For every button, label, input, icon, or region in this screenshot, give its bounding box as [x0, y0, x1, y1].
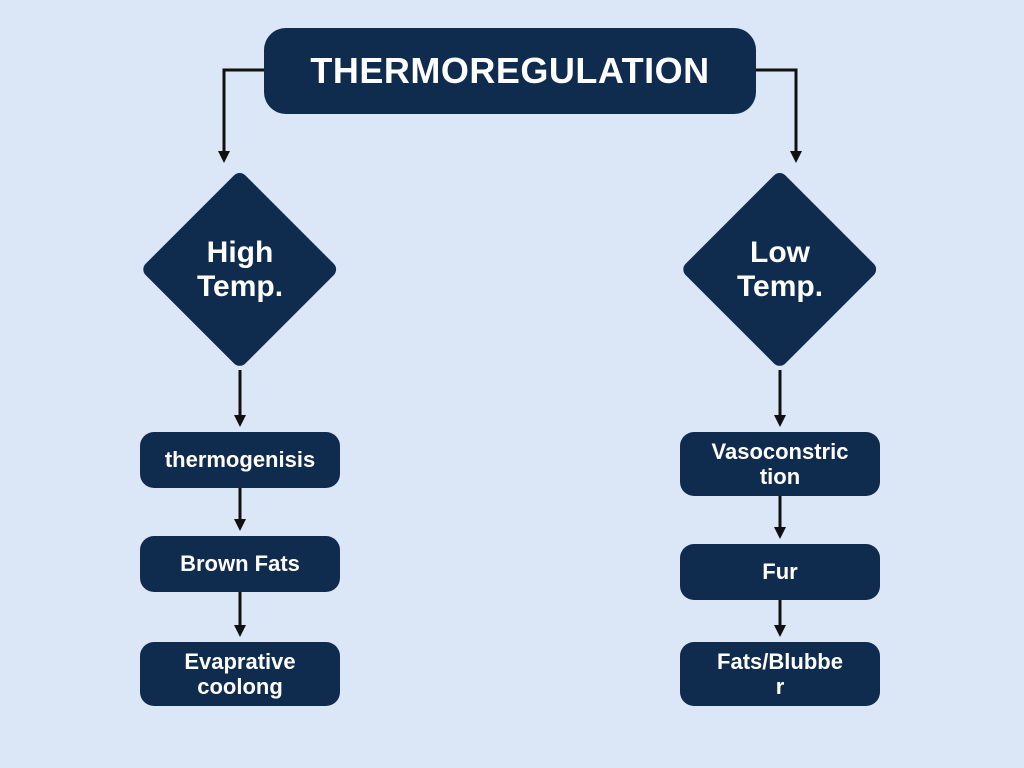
node-low-temp-text: LowTemp. — [737, 236, 823, 305]
node-low-temp-label: LowTemp. — [680, 170, 880, 370]
node-high-3: Evaprativecoolong — [140, 642, 340, 706]
node-high-1: thermogenisis — [140, 432, 340, 488]
edge — [224, 70, 264, 160]
node-low-3: Fats/Blubber — [680, 642, 880, 706]
node-low-1: Vasoconstriction — [680, 432, 880, 496]
node-title-label: THERMOREGULATION — [310, 50, 709, 91]
node-high-2-label: Brown Fats — [180, 551, 300, 576]
node-low-temp: LowTemp. — [680, 170, 880, 370]
edge — [756, 70, 796, 160]
node-title: THERMOREGULATION — [264, 28, 756, 114]
node-low-2-label: Fur — [762, 559, 797, 584]
node-high-temp-label: HighTemp. — [140, 170, 340, 370]
node-low-2: Fur — [680, 544, 880, 600]
node-high-2: Brown Fats — [140, 536, 340, 592]
node-low-3-label: Fats/Blubber — [717, 649, 843, 700]
node-high-1-label: thermogenisis — [165, 447, 315, 472]
diagram-canvas: THERMOREGULATION HighTemp. LowTemp. ther… — [0, 0, 1024, 768]
node-high-temp-text: HighTemp. — [197, 236, 283, 305]
node-high-3-label: Evaprativecoolong — [184, 649, 295, 700]
node-high-temp: HighTemp. — [140, 170, 340, 370]
node-low-1-label: Vasoconstriction — [712, 439, 849, 490]
